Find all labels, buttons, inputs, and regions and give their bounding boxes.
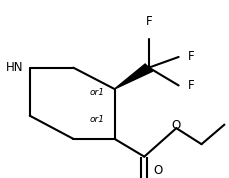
Polygon shape [114, 64, 153, 89]
Text: O: O [153, 164, 163, 177]
Text: or1: or1 [89, 88, 104, 97]
Text: F: F [188, 50, 194, 64]
Text: F: F [188, 79, 194, 92]
Text: F: F [146, 15, 152, 28]
Text: O: O [172, 119, 181, 132]
Text: or1: or1 [89, 115, 104, 124]
Text: HN: HN [6, 61, 24, 74]
